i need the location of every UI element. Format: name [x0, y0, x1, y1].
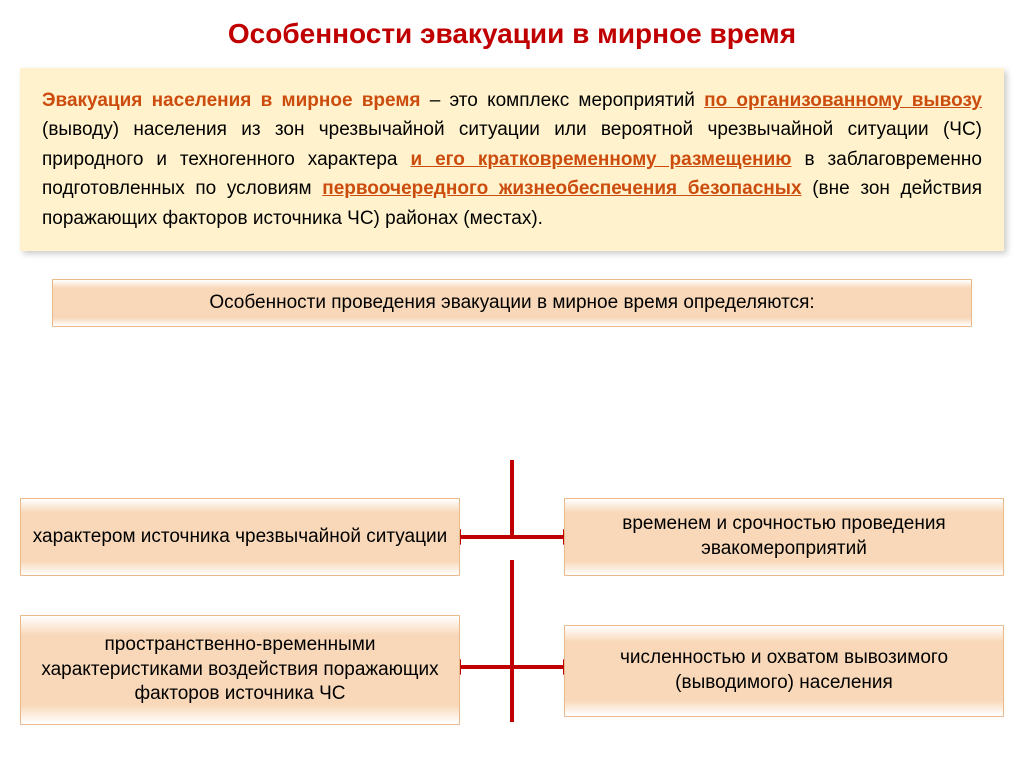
definition-key-1: по организованному вывозу [704, 90, 982, 111]
definition-key-2: и его кратковременному размещению [410, 149, 791, 170]
factor-label: характером источника чрезвычайной ситуац… [33, 525, 447, 550]
factor-box-spatial: пространственно-временными характеристик… [20, 615, 460, 725]
definition-seg-1a: – это комплекс мероприятий [420, 90, 704, 111]
summary-bar: Особенности проведения эвакуации в мирно… [52, 279, 972, 327]
summary-bar-label: Особенности проведения эвакуации в мирно… [209, 292, 814, 314]
factors-grid: характером источника чрезвычайной ситуац… [20, 485, 1004, 749]
page-title: Особенности эвакуации в мирное время [0, 0, 1024, 68]
definition-key-3: первоочередного жизнеобеспечения безопас… [322, 178, 801, 199]
factor-box-timing: временем и срочностью проведения эвакоме… [564, 498, 1004, 576]
factor-label: численностью и охватом вывозимого (вывод… [573, 646, 995, 695]
factor-box-population: численностью и охватом вывозимого (вывод… [564, 625, 1004, 717]
definition-lead: Эвакуация населения в мирное время [42, 90, 420, 111]
definition-box: Эвакуация населения в мирное время – это… [20, 68, 1004, 251]
factor-box-source: характером источника чрезвычайной ситуац… [20, 498, 460, 576]
factor-label: пространственно-временными характеристик… [29, 633, 451, 707]
factor-label: временем и срочностью проведения эвакоме… [573, 512, 995, 561]
